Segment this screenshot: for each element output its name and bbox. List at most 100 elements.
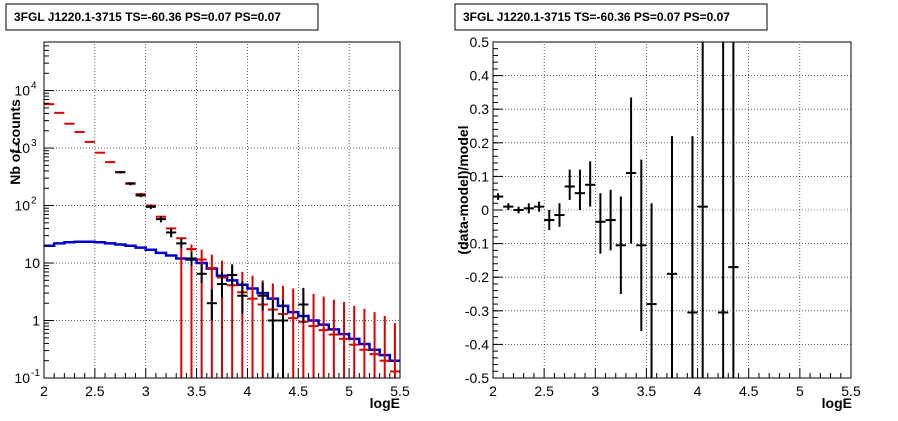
data-point <box>176 238 187 249</box>
residual-point <box>615 196 626 294</box>
x-tick-label: 5.5 <box>390 383 410 399</box>
data-point <box>186 252 197 266</box>
residual-point <box>666 136 678 378</box>
residual-point <box>533 201 545 212</box>
model-point <box>369 312 380 378</box>
residual-point <box>513 206 524 214</box>
y-tick-label: -0.1 <box>465 236 489 252</box>
residual-point <box>625 97 637 244</box>
residual-point <box>585 161 596 207</box>
data-point <box>237 281 248 314</box>
residual-panel: 3FGL J1220.1-3715 TS=-60.36 PS=0.07 PS=0… <box>454 3 861 411</box>
residual-point <box>718 42 729 378</box>
y-tick-label: 0 <box>481 202 489 218</box>
residual-point <box>503 203 514 210</box>
y-tick-label: 0.4 <box>470 68 490 84</box>
model-point <box>247 275 258 378</box>
residual-point <box>728 42 739 378</box>
x-tick-label: 5.5 <box>841 383 861 399</box>
data-point <box>227 264 238 286</box>
model-point <box>389 323 400 378</box>
x-tick-label: 2 <box>489 383 497 399</box>
data-marks <box>493 42 739 378</box>
residual-point <box>574 169 586 210</box>
data-point <box>267 299 278 378</box>
y-tick-label: 10 <box>14 140 30 156</box>
y-axis-label: (data-model)/model <box>455 125 471 254</box>
x-tick-label: 3 <box>142 383 150 399</box>
x-tick-label: 2 <box>40 383 48 399</box>
y-tick-label: 10 <box>14 198 30 214</box>
x-axis-label: logE <box>822 395 852 411</box>
y-tick-exponent: 4 <box>31 81 37 92</box>
title-box: 3FGL J1220.1-3715 TS=-60.36 PS=0.07 PS=0… <box>5 3 319 31</box>
residual-point <box>646 203 657 378</box>
y-tick-exponent: 2 <box>31 196 37 207</box>
x-tick-label: 4.5 <box>739 383 759 399</box>
x-tick-label: 4 <box>694 383 702 399</box>
residual-point <box>544 210 555 231</box>
y-axis-label: Nb of counts <box>7 99 23 185</box>
data-point <box>145 204 156 210</box>
chart-title: 3FGL J1220.1-3715 TS=-60.36 PS=0.07 PS=0… <box>14 10 281 24</box>
data-point <box>206 289 217 321</box>
axis-ticks: 2 2.5 3 3.5 4 4.5 5 5.5 -0.5 -0.4 -0.3 -0.2 -0.1 0 0.1… <box>465 34 861 399</box>
x-tick-label: 3 <box>591 383 599 399</box>
model-point <box>328 299 339 378</box>
model-point <box>308 293 319 378</box>
y-tick-label: -0.5 <box>465 370 489 386</box>
y-tick-label: 0.3 <box>470 101 490 117</box>
data-marks <box>44 103 400 378</box>
data-point <box>216 271 228 298</box>
model-point <box>379 315 390 378</box>
data-point <box>166 228 177 238</box>
residual-point <box>605 189 616 251</box>
residual-point <box>564 169 575 200</box>
x-tick-label: 4 <box>244 383 252 399</box>
x-tick-label: 2.5 <box>534 383 554 399</box>
residual-point <box>636 159 647 331</box>
y-tick-label: -0.4 <box>465 336 489 352</box>
y-tick-label: 10 <box>24 255 40 271</box>
model-point <box>359 308 370 378</box>
model-point <box>349 305 360 378</box>
y-tick-exponent: -1 <box>31 368 40 379</box>
y-tick-label: 10 <box>14 83 30 99</box>
plot-frame <box>43 41 401 379</box>
y-tick-label: 0.2 <box>470 135 490 151</box>
model-point <box>186 244 197 378</box>
model-point <box>338 301 350 378</box>
x-tick-label: 5 <box>345 383 353 399</box>
data-point <box>125 182 136 186</box>
y-tick-exponent: 3 <box>31 138 37 149</box>
y-tick-label: 10 <box>14 370 30 386</box>
y-tick-label: 0.1 <box>470 168 490 184</box>
data-point <box>257 282 268 311</box>
data-point <box>115 170 126 174</box>
grid <box>493 42 851 378</box>
y-tick-label: -0.3 <box>465 303 489 319</box>
title-box: 3FGL J1220.1-3715 TS=-60.36 PS=0.07 PS=0… <box>454 3 768 31</box>
y-tick-label: -0.2 <box>465 269 489 285</box>
x-tick-label: 2.5 <box>85 383 105 399</box>
residual-point <box>697 42 708 378</box>
x-tick-label: 5 <box>796 383 804 399</box>
x-tick-label: 3.5 <box>187 383 207 399</box>
residual-point <box>554 203 565 227</box>
model-point <box>318 296 329 378</box>
x-axis-label: logE <box>370 395 400 411</box>
data-point <box>135 193 146 198</box>
y-tick-label: 0.5 <box>470 34 490 50</box>
residual-point <box>595 193 606 254</box>
residual-point <box>687 136 698 378</box>
residual-point <box>523 203 534 214</box>
counts-panel: 3FGL J1220.1-3715 TS=-60.36 PS=0.07 PS=0… <box>5 3 410 411</box>
data-point <box>196 264 207 283</box>
model-point <box>288 288 299 378</box>
data-point <box>298 287 309 324</box>
data-point <box>155 215 167 223</box>
data-point <box>277 299 289 378</box>
x-tick-label: 3.5 <box>637 383 657 399</box>
